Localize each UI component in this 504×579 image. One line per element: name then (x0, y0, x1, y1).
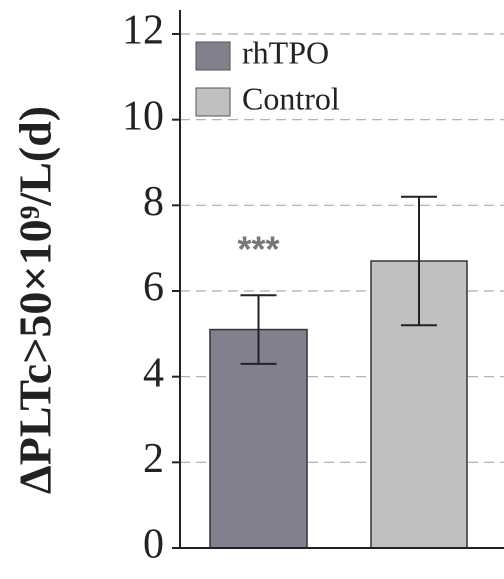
error-bar (401, 195, 437, 327)
error-bar (240, 294, 277, 365)
y-tick-label: 2 (143, 436, 164, 482)
legend-label: Control (242, 80, 340, 116)
legend-label: rhTPO (242, 34, 329, 70)
y-tick-label: 8 (143, 179, 164, 225)
legend-swatch (195, 87, 231, 117)
legend-swatch (195, 41, 231, 71)
annotation: *** (237, 229, 279, 270)
y-tick-label: 12 (122, 8, 164, 54)
y-tick-label: 0 (143, 522, 164, 568)
bar (209, 328, 308, 549)
y-tick-label: 4 (143, 350, 164, 396)
y-axis-label: ΔPLTc>50×10⁹/L(d) (10, 106, 61, 494)
y-tick-label: 6 (143, 265, 164, 311)
y-tick-label: 10 (122, 93, 164, 139)
